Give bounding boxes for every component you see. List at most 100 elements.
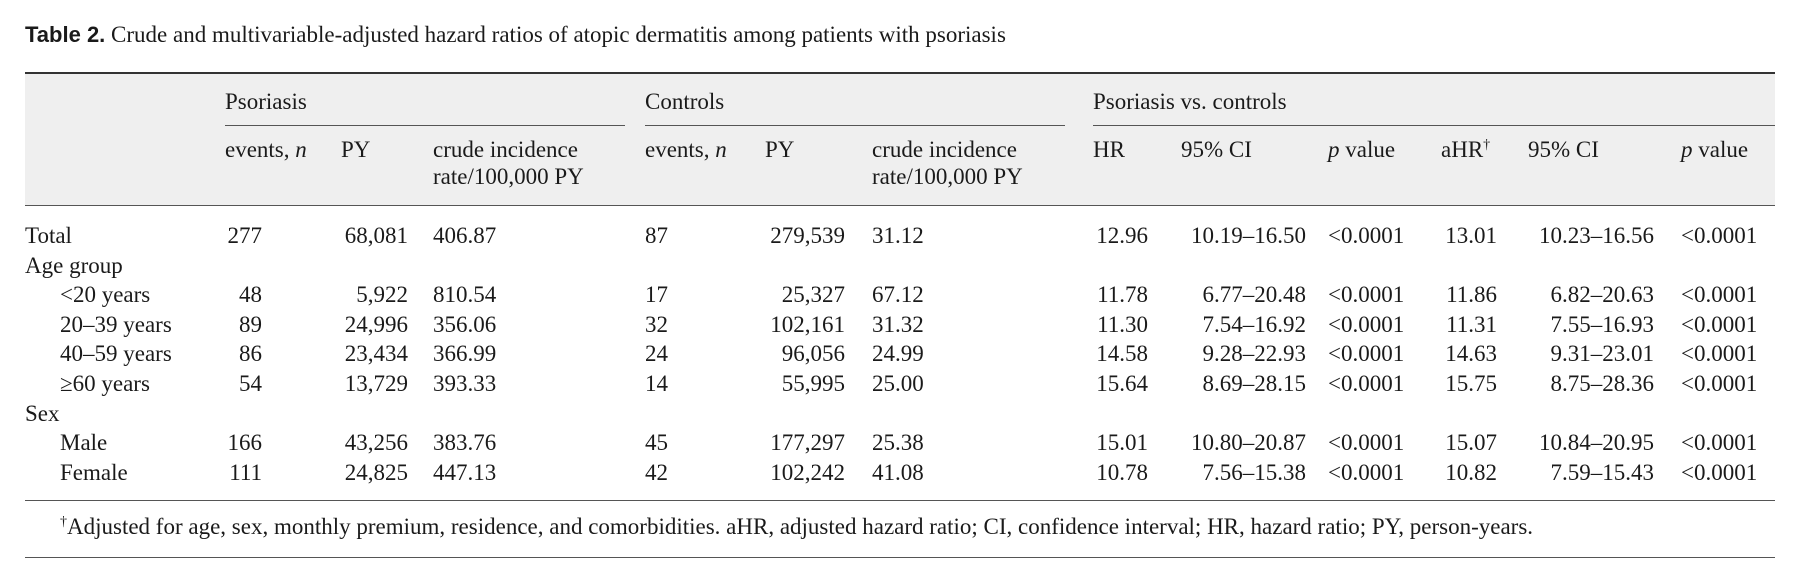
table-cell: 9.28–22.93 bbox=[1202, 341, 1307, 367]
table-cell: 31.32 bbox=[872, 311, 924, 337]
table-cell: 9.31–23.01 bbox=[1550, 341, 1655, 367]
group-header-comparison: Psoriasis vs. controls bbox=[1093, 89, 1287, 114]
table-cell: 55,995 bbox=[781, 371, 845, 396]
table-cell: 15.07 bbox=[1445, 430, 1497, 456]
group-rule-controls bbox=[645, 125, 1065, 126]
row-label: Sex bbox=[25, 400, 60, 426]
table-cell: 25.00 bbox=[872, 371, 924, 396]
table-cell: 810.54 bbox=[433, 282, 497, 308]
table-cell: <0.0001 bbox=[1681, 459, 1758, 485]
table-cell: 356.06 bbox=[433, 311, 497, 337]
row-label: Male bbox=[60, 430, 108, 456]
table-cell: 24,996 bbox=[344, 311, 408, 337]
footnote-text: Adjusted for age, sex, monthly premium, … bbox=[67, 514, 1534, 539]
table-cell: 25.38 bbox=[872, 430, 924, 456]
table-cell: 87 bbox=[645, 223, 668, 248]
table-cell: 6.82–20.63 bbox=[1550, 282, 1655, 308]
table-cell: 406.87 bbox=[433, 223, 497, 248]
col-header-events-psoriasis: events, n bbox=[225, 137, 307, 162]
table-cell: 11.78 bbox=[1097, 282, 1148, 308]
table-cell: 15.01 bbox=[1096, 430, 1148, 456]
table-cell: 447.13 bbox=[433, 459, 497, 485]
table-cell: 11.30 bbox=[1097, 311, 1148, 337]
table-cell: 10.23–16.56 bbox=[1539, 223, 1654, 248]
table-cell: 25,327 bbox=[781, 282, 845, 308]
table-caption-lead: Table 2. bbox=[25, 22, 106, 47]
table-cell: 277 bbox=[227, 223, 263, 248]
col-header-events-controls: events, n bbox=[645, 137, 727, 162]
col-header-py-controls: PY bbox=[765, 137, 795, 162]
table-cell: 10.84–20.95 bbox=[1539, 430, 1654, 456]
table-cell: 13,729 bbox=[344, 371, 408, 396]
col-header-p-adjusted: p value bbox=[1681, 137, 1749, 162]
table-cell: <0.0001 bbox=[1328, 371, 1405, 396]
table-cell: 12.96 bbox=[1096, 223, 1148, 248]
table-cell: 10.78 bbox=[1096, 459, 1148, 485]
table-cell: 23,434 bbox=[344, 341, 408, 367]
table-cell: 7.55–16.93 bbox=[1550, 311, 1655, 337]
table-cell: 15.75 bbox=[1445, 371, 1497, 396]
body-bottom-rule bbox=[25, 500, 1775, 501]
table-cell: 102,161 bbox=[770, 311, 845, 337]
table-cell: 15.64 bbox=[1096, 371, 1148, 396]
table-cell: 8.69–28.15 bbox=[1202, 371, 1307, 396]
table-bottom-rule bbox=[25, 557, 1775, 558]
table-cell: 10.82 bbox=[1445, 459, 1497, 485]
row-label: ≥60 years bbox=[60, 371, 150, 396]
table-cell: 393.33 bbox=[433, 371, 497, 396]
footnote-dagger: † bbox=[60, 514, 67, 530]
group-rule-psoriasis bbox=[225, 125, 625, 126]
table-cell: 24,825 bbox=[344, 459, 408, 485]
table-cell: <0.0001 bbox=[1328, 311, 1405, 337]
header-bottom-rule bbox=[25, 205, 1775, 206]
table-cell: 177,297 bbox=[770, 430, 845, 456]
table-cell: <0.0001 bbox=[1681, 371, 1758, 396]
table-cell: 11.86 bbox=[1446, 282, 1497, 308]
row-label: Age group bbox=[25, 252, 123, 278]
row-label: <20 years bbox=[60, 282, 151, 308]
group-rule-comparison bbox=[1093, 125, 1775, 126]
col-header-ahr: aHR† bbox=[1441, 137, 1491, 162]
table-cell: 42 bbox=[645, 459, 668, 485]
table-cell: 102,242 bbox=[770, 459, 845, 485]
row-label: 40–59 years bbox=[60, 341, 172, 367]
table-cell: 6.77–20.48 bbox=[1202, 282, 1307, 308]
table-cell: 5,922 bbox=[356, 282, 408, 308]
table-cell: 24.99 bbox=[872, 341, 924, 367]
table-cell: <0.0001 bbox=[1328, 282, 1405, 308]
table-cell: <0.0001 bbox=[1681, 430, 1758, 456]
table-cell: <0.0001 bbox=[1681, 223, 1758, 248]
table-caption: Table 2. Crude and multivariable-adjuste… bbox=[25, 22, 1006, 48]
table-cell: 13.01 bbox=[1445, 223, 1497, 248]
table-cell: 54 bbox=[239, 371, 262, 396]
row-label: Female bbox=[60, 459, 128, 485]
table-header-background bbox=[25, 72, 1775, 205]
col-header-ci-crude: 95% CI bbox=[1181, 137, 1252, 162]
table-caption-text: Crude and multivariable-adjusted hazard … bbox=[111, 22, 1006, 47]
table-cell: 89 bbox=[239, 311, 262, 337]
col-header-hr: HR bbox=[1093, 137, 1125, 162]
table-cell: 41.08 bbox=[872, 459, 924, 485]
table-cell: 24 bbox=[645, 341, 668, 367]
table-cell: 17 bbox=[645, 282, 668, 308]
table-cell: 14 bbox=[645, 371, 668, 396]
col-header-ci-adjusted: 95% CI bbox=[1528, 137, 1599, 162]
table-cell: 111 bbox=[229, 459, 262, 485]
table-cell: 279,539 bbox=[770, 223, 845, 248]
table-cell: 8.75–28.36 bbox=[1550, 371, 1655, 396]
table-footnote: †Adjusted for age, sex, monthly premium,… bbox=[60, 514, 1533, 540]
table-cell: 45 bbox=[645, 430, 668, 456]
table-cell: <0.0001 bbox=[1681, 341, 1758, 367]
table-cell: 14.63 bbox=[1445, 341, 1497, 367]
table-cell: 7.56–15.38 bbox=[1202, 459, 1307, 485]
table-cell: 68,081 bbox=[344, 223, 408, 248]
table-cell: <0.0001 bbox=[1328, 459, 1405, 485]
table-cell: 11.31 bbox=[1446, 311, 1497, 337]
table-cell: 166 bbox=[227, 430, 263, 456]
table-cell: 48 bbox=[239, 282, 262, 308]
table-cell: 366.99 bbox=[433, 341, 497, 367]
table-cell: 32 bbox=[645, 311, 668, 337]
table-cell: 86 bbox=[239, 341, 262, 367]
table-cell: 67.12 bbox=[872, 282, 924, 308]
col-header-py-psoriasis: PY bbox=[341, 137, 371, 162]
